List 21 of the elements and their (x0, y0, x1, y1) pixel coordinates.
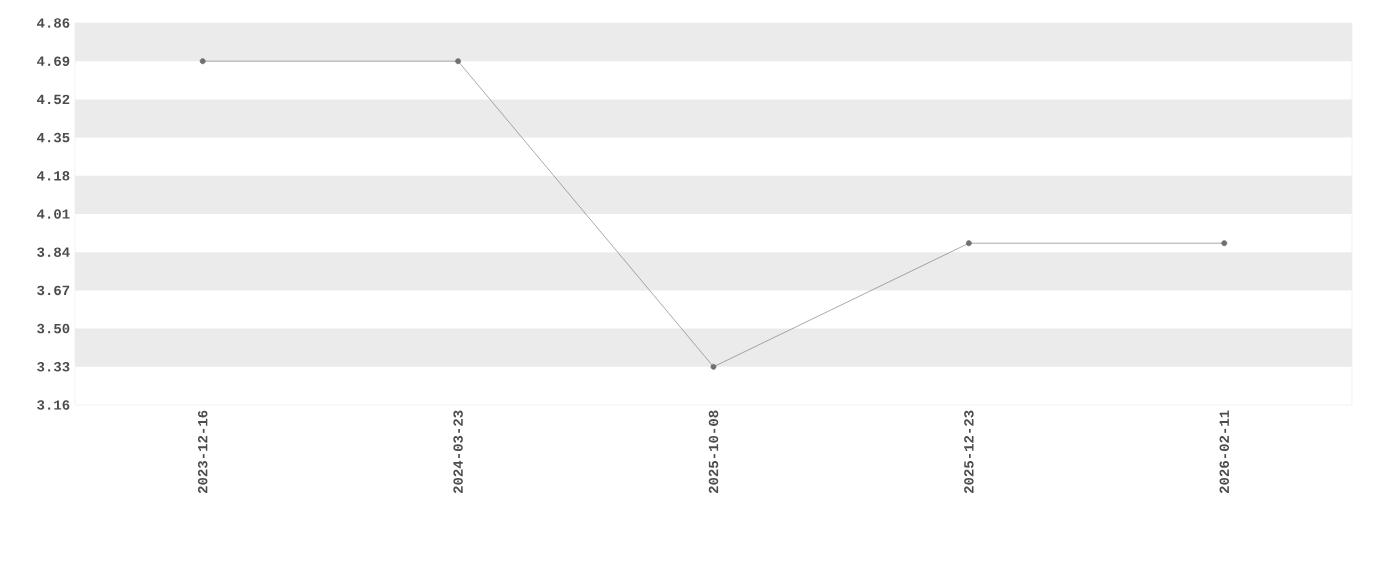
y-tick-label: 4.86 (37, 18, 70, 28)
point (965, 240, 972, 247)
y-tick-label: 3.33 (37, 362, 70, 372)
y-tick-label: 4.69 (37, 56, 70, 66)
y-tick-label: 4.35 (37, 132, 70, 143)
x-tick-label: 2026-02-11 (1219, 410, 1230, 494)
x-tick-label: 2025-12-23 (964, 410, 974, 494)
y-tick-label: 4.18 (37, 171, 70, 181)
point (1221, 240, 1228, 247)
point (455, 58, 461, 65)
x-tick-label: 2025-10-08 (708, 410, 719, 494)
x-tick-label: 2024-03-23 (453, 410, 463, 494)
y-tick-label: 3.67 (37, 285, 70, 296)
y-tick-label: 4.52 (37, 94, 70, 105)
point (199, 58, 206, 65)
y-tick-label: 4.01 (37, 209, 70, 219)
y-tick-label: 3.50 (37, 323, 70, 334)
x-tick-label: 2023-12-16 (197, 410, 208, 494)
point (710, 363, 717, 370)
y-tick-label: 3.16 (37, 400, 70, 410)
y-tick-label: 3.84 (37, 247, 70, 257)
